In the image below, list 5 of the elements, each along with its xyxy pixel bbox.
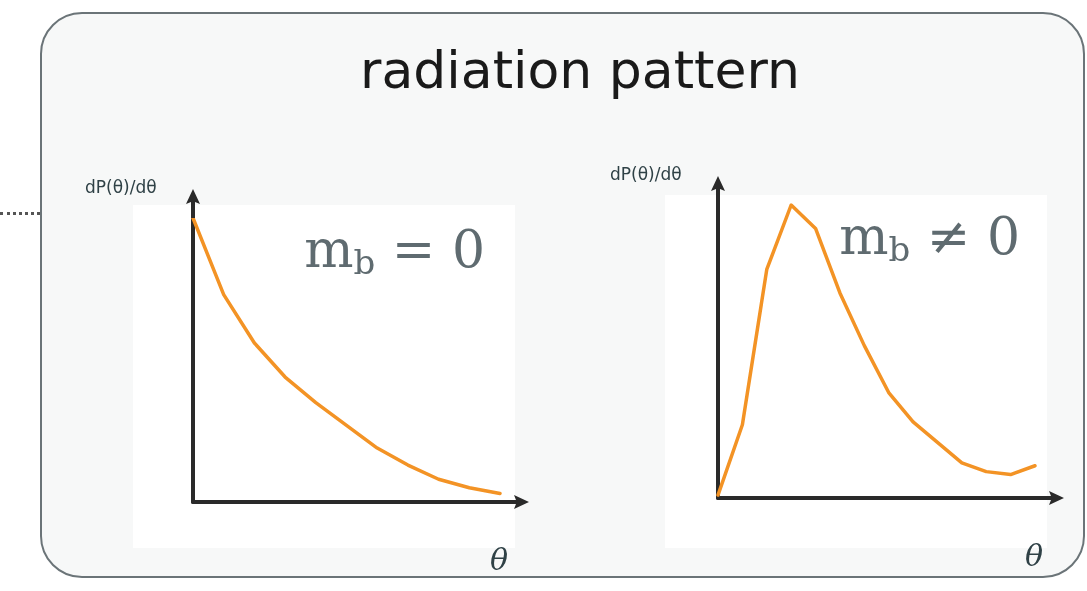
y-axis-title: dP(θ)/dθ [610, 163, 682, 184]
x-axis-title: θ [1024, 537, 1043, 573]
y-axis-title: dP(θ)/dθ [85, 176, 157, 197]
chart-title: radiation pattern [359, 40, 801, 100]
x-axis-title: θ [489, 541, 508, 577]
